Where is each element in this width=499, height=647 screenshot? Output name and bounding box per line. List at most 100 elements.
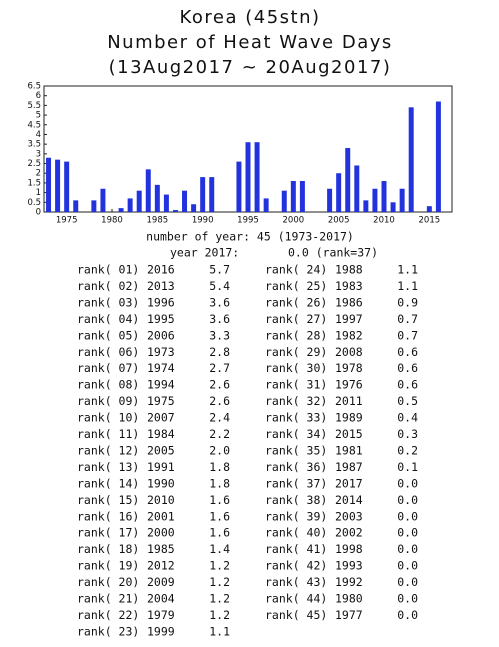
rank-label: rank( 04) (77, 312, 139, 326)
rank-value: 5.4 (209, 279, 230, 293)
rank-value: 0.6 (397, 345, 418, 359)
chart-period: (13Aug2017 ~ 20Aug2017) (109, 57, 392, 78)
rank-label: rank( 31) (265, 378, 327, 392)
rank-value: 0.3 (397, 427, 418, 441)
x-tick-label: 1985 (147, 216, 169, 226)
rank-year: 2010 (147, 493, 175, 507)
rank-year: 1973 (147, 345, 175, 359)
rank-value: 0.7 (397, 312, 418, 326)
rank-label: rank( 22) (77, 608, 139, 622)
rank-label: rank( 18) (77, 542, 139, 556)
bar (336, 173, 342, 212)
y-tick-label: 0 (36, 208, 41, 218)
rank-year: 1984 (147, 427, 175, 441)
x-tick-label: 1980 (101, 216, 123, 226)
rank-year: 1974 (147, 361, 175, 375)
bar (136, 190, 142, 212)
y-tick-label: 2.5 (27, 159, 41, 169)
rank-year: 2007 (147, 411, 175, 425)
rank-value: 2.0 (209, 443, 230, 457)
bar (73, 200, 79, 212)
x-tick-label: 1990 (192, 216, 214, 226)
rank-value: 0.0 (397, 575, 418, 589)
rank-year: 1979 (147, 608, 175, 622)
bar (46, 157, 52, 212)
bar (91, 200, 97, 212)
count-line: number of year: 45 (1973-2017) (146, 230, 354, 244)
rank-label: rank( 38) (265, 493, 327, 507)
bar (390, 202, 396, 212)
rank-year: 1976 (335, 378, 363, 392)
x-tick-label: 2010 (373, 216, 395, 226)
rank-value: 3.6 (209, 312, 230, 326)
rank-label: rank( 36) (265, 460, 327, 474)
y-tick-label: 5 (36, 111, 41, 121)
bar (245, 142, 251, 212)
x-tick-label: 1975 (56, 216, 78, 226)
rank-label: rank( 42) (265, 559, 327, 573)
bar (236, 161, 242, 212)
rank-value: 1.8 (209, 476, 230, 490)
rank-value: 0.4 (397, 411, 418, 425)
rank-value: 3.3 (209, 328, 230, 342)
rank-label: rank( 40) (265, 526, 327, 540)
rank-value: 0.6 (397, 361, 418, 375)
rank-value: 0.0 (397, 476, 418, 490)
rank-value: 2.8 (209, 345, 230, 359)
bar (281, 190, 287, 212)
y-tick-label: 1 (36, 188, 41, 198)
rank-year: 2013 (147, 279, 175, 293)
rank-year: 1985 (147, 542, 175, 556)
rank-label: rank( 07) (77, 361, 139, 375)
rank-label: rank( 39) (265, 509, 327, 523)
rank-value: 1.8 (209, 460, 230, 474)
rank-year: 1980 (335, 592, 363, 606)
rank-year: 2008 (335, 345, 363, 359)
rank-value: 0.0 (397, 493, 418, 507)
y-tick-label: 6.5 (27, 82, 41, 92)
bar (154, 184, 160, 212)
rank-label: rank( 32) (265, 394, 327, 408)
bar (345, 148, 351, 212)
rank-year: 1994 (147, 378, 175, 392)
bar (426, 206, 432, 212)
bar (363, 200, 369, 212)
rank-label: rank( 33) (265, 411, 327, 425)
rank-label: rank( 15) (77, 493, 139, 507)
bar (381, 180, 387, 212)
rank-label: rank( 23) (77, 624, 139, 638)
bar (172, 210, 178, 212)
bar (191, 204, 197, 212)
rank-value: 0.5 (397, 394, 418, 408)
chart-subtitle: Number of Heat Wave Days (107, 32, 393, 53)
rank-label: rank( 17) (77, 526, 139, 540)
rank-year: 2005 (147, 443, 175, 457)
rank-value: 1.6 (209, 509, 230, 523)
rank-year: 2006 (147, 328, 175, 342)
rank-label: rank( 11) (77, 427, 139, 441)
rank-label: rank( 08) (77, 378, 139, 392)
rank-label: rank( 30) (265, 361, 327, 375)
rank-value: 0.9 (397, 295, 418, 309)
rank-year: 1982 (335, 328, 363, 342)
bar (299, 180, 305, 212)
x-tick-label: 1995 (237, 216, 259, 226)
rank-value: 1.6 (209, 526, 230, 540)
rank-year: 1992 (335, 575, 363, 589)
rank-value: 1.1 (209, 624, 230, 638)
rank-year: 2004 (147, 592, 175, 606)
year-value: 0.0 (rank=37) (288, 246, 378, 260)
bar (372, 188, 378, 212)
x-tick-label: 2015 (419, 216, 441, 226)
rank-value: 2.2 (209, 427, 230, 441)
rank-value: 3.6 (209, 295, 230, 309)
rank-label: rank( 19) (77, 559, 139, 573)
y-tick-label: 0.5 (27, 198, 41, 208)
rank-label: rank( 37) (265, 476, 327, 490)
rank-value: 1.2 (209, 559, 230, 573)
rank-label: rank( 12) (77, 443, 139, 457)
rank-value: 1.6 (209, 493, 230, 507)
bar (435, 101, 441, 212)
rank-year: 1987 (335, 460, 363, 474)
rank-label: rank( 29) (265, 345, 327, 359)
